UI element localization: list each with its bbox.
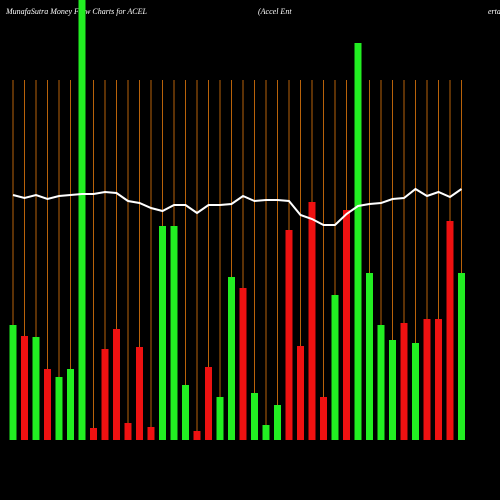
bar <box>44 369 51 440</box>
bar <box>435 319 442 440</box>
bar <box>389 340 396 440</box>
chart-subtitle-tail: erta <box>488 7 500 16</box>
bar <box>377 325 385 440</box>
bar <box>136 347 143 440</box>
bar <box>297 346 304 440</box>
bar <box>285 230 293 440</box>
bar <box>182 385 189 440</box>
bar <box>78 0 86 440</box>
bar <box>400 323 408 440</box>
bar <box>423 319 431 440</box>
bar <box>124 423 132 440</box>
bar <box>228 277 235 440</box>
bar <box>113 329 120 440</box>
bar <box>239 288 247 440</box>
bar <box>90 428 97 440</box>
bar <box>147 427 155 440</box>
money-flow-line <box>12 187 463 226</box>
chart-subtitle: (Accel Ent <box>258 7 292 16</box>
bar <box>446 221 454 440</box>
bar <box>193 431 201 440</box>
bar <box>320 397 327 440</box>
bar <box>205 367 212 440</box>
bar <box>216 397 224 440</box>
bar <box>32 337 40 440</box>
bar <box>21 336 28 440</box>
bar <box>366 273 373 440</box>
bar <box>274 405 281 440</box>
bar <box>251 393 258 440</box>
chart-title: MunafaSutra Money Flow Charts for ACEL <box>5 7 148 16</box>
bar <box>331 295 339 440</box>
bar <box>354 43 362 440</box>
bar <box>159 226 166 440</box>
bar <box>55 377 63 440</box>
bar <box>67 369 74 440</box>
bar <box>262 425 270 440</box>
bar <box>170 226 178 440</box>
bar <box>412 343 419 440</box>
bar <box>308 202 316 440</box>
bar <box>101 349 109 440</box>
bar <box>9 325 17 440</box>
bar <box>458 273 465 440</box>
bar <box>343 210 350 440</box>
